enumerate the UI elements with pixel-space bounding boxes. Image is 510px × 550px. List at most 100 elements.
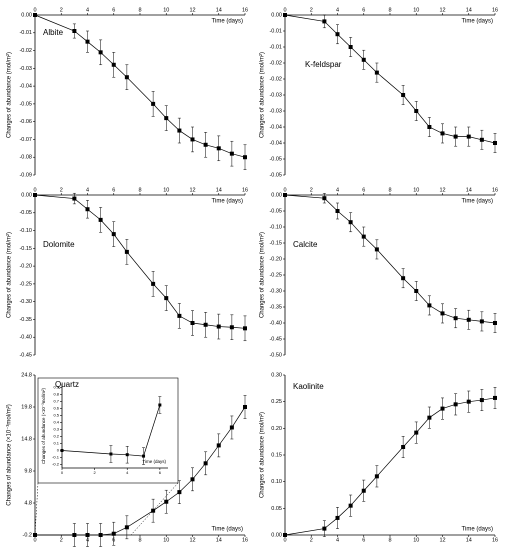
- y-tick-label: -0.10: [19, 228, 32, 234]
- marker: [33, 533, 37, 537]
- marker: [493, 141, 497, 145]
- x-tick-label: 6: [362, 537, 365, 543]
- marker: [111, 62, 116, 67]
- marker: [229, 151, 234, 156]
- y-tick-label: -0.08: [19, 155, 32, 161]
- marker: [151, 508, 156, 513]
- y-tick-label: 0.4: [53, 420, 59, 425]
- marker: [203, 461, 208, 466]
- y-tick-label: -0.05: [19, 101, 32, 107]
- marker: [216, 146, 221, 151]
- panel-name: Quartz: [55, 380, 79, 389]
- marker: [142, 454, 146, 458]
- marker: [348, 220, 353, 225]
- y-tick-label: -0.25: [19, 281, 32, 287]
- marker: [33, 13, 37, 17]
- marker: [283, 533, 287, 537]
- x-tick-label: 0: [33, 537, 36, 543]
- marker: [283, 13, 287, 17]
- x-tick-label: 16: [492, 537, 498, 543]
- data-line: [284, 14, 496, 144]
- marker: [322, 526, 327, 531]
- marker: [229, 325, 234, 330]
- y-tick-label: -0.07: [19, 137, 32, 143]
- y-tick-label: 0.7: [53, 399, 59, 404]
- marker: [361, 488, 366, 493]
- y-tick-label: 0.2: [53, 434, 59, 439]
- y-tick-label: -0.01: [19, 30, 32, 36]
- y-tick-label: -0.09: [19, 172, 32, 178]
- x-tick-label: 4: [86, 187, 89, 193]
- y-tick-label: 4.8: [24, 500, 32, 506]
- marker: [151, 281, 156, 286]
- marker: [164, 499, 169, 504]
- y-axis-label: Changes of abundance (mol/m²): [260, 232, 266, 318]
- x-tick-label: 4: [336, 7, 339, 13]
- marker: [177, 313, 182, 318]
- x-tick-label: 10: [413, 537, 419, 543]
- y-tick-label: -0.20: [19, 264, 32, 270]
- marker: [466, 399, 471, 404]
- panel-name: Calcite: [293, 240, 318, 249]
- y-tick-label: -0.10: [269, 224, 282, 230]
- x-tick-label: 12: [439, 7, 445, 13]
- marker: [124, 249, 129, 254]
- marker: [401, 445, 406, 449]
- y-tick-label: -0.05: [269, 172, 282, 178]
- y-tick-label: -0.02: [269, 60, 282, 66]
- y-tick-label: -0.04: [19, 84, 32, 90]
- marker: [348, 45, 353, 49]
- marker: [124, 525, 129, 530]
- marker: [322, 19, 327, 24]
- x-tick-label: 16: [492, 7, 498, 13]
- marker: [72, 196, 77, 201]
- y-tick-label: -0.40: [19, 335, 32, 341]
- x-axis-label: Time (days): [462, 527, 493, 533]
- y-tick-label: -0.30: [19, 299, 32, 305]
- marker: [158, 403, 162, 407]
- y-tick-label: 0.6: [53, 406, 59, 411]
- x-axis-label: Time (days): [142, 459, 166, 464]
- y-tick-label: 0.10: [271, 479, 282, 485]
- marker: [361, 234, 366, 239]
- marker: [72, 533, 77, 537]
- marker: [479, 398, 484, 403]
- marker: [453, 134, 458, 139]
- marker: [243, 155, 247, 160]
- y-tick-label: 0.00: [271, 532, 282, 538]
- x-tick-label: 10: [413, 7, 419, 13]
- x-tick-label: 8: [138, 537, 141, 543]
- x-tick-label: 16: [242, 7, 248, 13]
- marker: [72, 29, 77, 33]
- x-axis-label: Time (days): [212, 19, 243, 25]
- x-tick-label: 2: [310, 7, 313, 13]
- marker: [401, 93, 406, 97]
- y-tick-label: -0.05: [269, 208, 282, 214]
- y-tick-label: -0.02: [19, 48, 32, 54]
- x-tick-label: 14: [216, 187, 222, 193]
- y-axis-label: Changes of abundance (×10⁻³mol/m²): [41, 387, 46, 464]
- y-tick-label: 19.8: [21, 404, 32, 410]
- panel-name: Albite: [43, 28, 64, 37]
- marker: [322, 196, 327, 201]
- data-line: [284, 194, 496, 324]
- y-tick-label: 0.9: [53, 385, 59, 390]
- x-tick-label: 14: [466, 187, 472, 193]
- y-tick-label: -0.03: [19, 66, 32, 72]
- y-tick-label: -0.03: [269, 92, 282, 98]
- x-tick-label: 2: [310, 187, 313, 193]
- x-axis-label: Time (days): [212, 199, 243, 205]
- y-axis-label: Changes of abundance (mol/m²): [260, 412, 266, 498]
- marker: [190, 321, 195, 325]
- marker: [479, 137, 484, 142]
- marker: [98, 217, 103, 222]
- x-tick-label: 16: [242, 187, 248, 193]
- x-tick-label: 2: [60, 7, 63, 13]
- x-tick-label: 14: [216, 537, 222, 543]
- x-tick-label: 16: [242, 537, 248, 543]
- y-tick-label: 0: [57, 448, 60, 453]
- x-tick-label: 10: [413, 187, 419, 193]
- marker: [401, 276, 406, 281]
- y-tick-label: 0.25: [271, 399, 282, 405]
- y-axis-label: Changes of abundance (×10⁻³mol/m²): [7, 404, 13, 505]
